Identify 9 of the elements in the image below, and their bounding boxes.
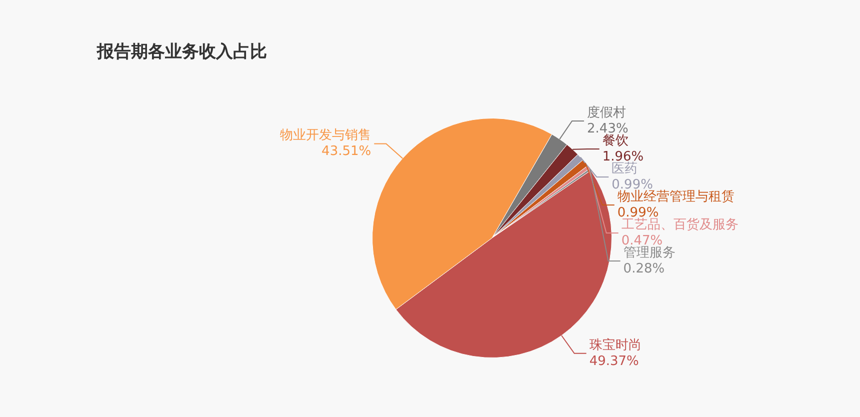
slice-label: 珠宝时尚 xyxy=(589,336,642,353)
slice-label: 管理服务 xyxy=(623,245,676,260)
slice-label: 度假村 xyxy=(587,104,626,120)
slice-label: 物业开发与销售 xyxy=(280,128,372,144)
data-label: 49.37% xyxy=(589,354,639,369)
chart-title: 报告期各业务收入占比 xyxy=(97,41,267,63)
slice-label: 工艺品、百货及服务 xyxy=(621,217,738,232)
data-label: 43.51% xyxy=(322,144,372,160)
data-label: 0.28% xyxy=(623,261,665,276)
